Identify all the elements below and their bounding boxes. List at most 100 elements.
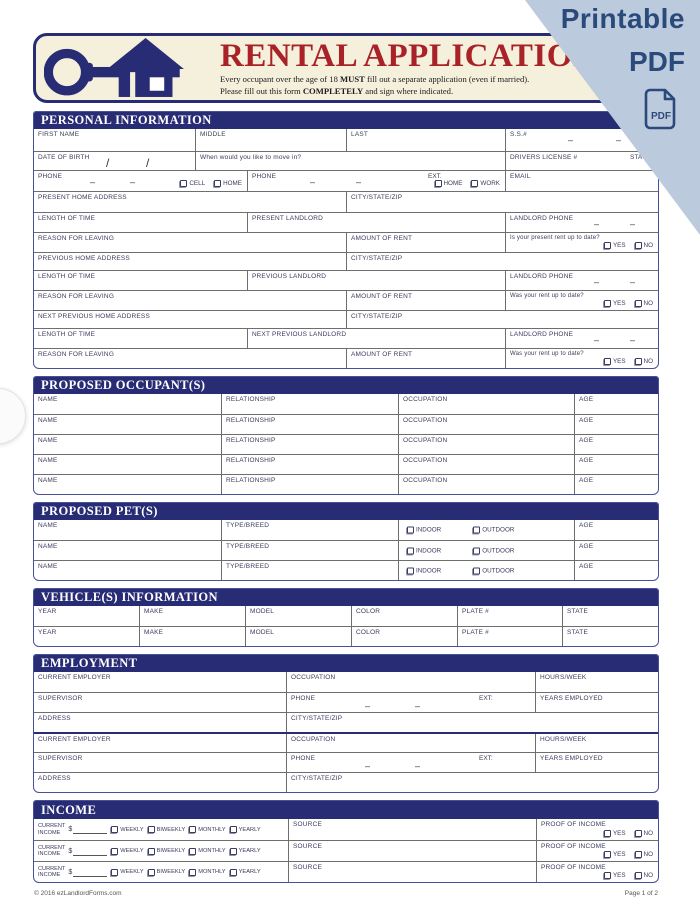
field-reason-for-leaving: REASON FOR LEAVING — [34, 291, 347, 310]
checkbox-no: NO — [634, 300, 653, 307]
checkbox-icon — [147, 868, 155, 876]
field-occupant-name: NAME — [34, 475, 222, 494]
field-source: SOURCE — [289, 862, 537, 882]
checkbox-yes: YES — [603, 242, 626, 249]
checkbox-icon — [407, 526, 414, 534]
checkbox-icon — [214, 180, 222, 187]
section-income: INCOME CURRENT INCOME $ WEEKLY BIWEEKLY M… — [33, 800, 659, 883]
field-proof-of-income: PROOF OF INCOME YES NO — [541, 864, 653, 879]
copyright-text: © 2016 ezLandlordForms.com — [34, 890, 122, 897]
prev-page-button[interactable] — [0, 388, 26, 444]
checkbox-weekly: WEEKLY — [111, 868, 144, 876]
field-proof-of-income: PROOF OF INCOME YES NO — [541, 821, 653, 837]
checkbox-icon — [111, 847, 119, 855]
field-current-income: CURRENT INCOME $ WEEKLY BIWEEKLY MONTHLY … — [34, 862, 289, 882]
field-type-breed: TYPE/BREED — [222, 520, 399, 540]
field-occupant-name: NAME — [34, 415, 222, 434]
checkbox-yearly: YEARLY — [229, 868, 261, 876]
field-relationship: RELATIONSHIP — [222, 475, 399, 494]
field-amount-of-rent: AMOUNT OF RENT — [347, 233, 506, 252]
checkbox-icon — [634, 300, 642, 307]
checkbox-yes: YES — [603, 872, 626, 879]
field-present-home-address: PRESENT HOME ADDRESS — [34, 192, 347, 212]
section-proposed-occupants: PROPOSED OCCUPANT(S) NAME RELATIONSHIP O… — [33, 376, 659, 495]
field-address: ADDRESS — [34, 713, 287, 732]
field-amount-of-rent: AMOUNT OF RENT — [347, 349, 506, 368]
section-personal-information: PERSONAL INFORMATION FIRST NAME MIDDLE L… — [33, 111, 659, 369]
checkbox-cell: CELL — [180, 180, 205, 187]
field-current-income: CURRENT INCOME $ WEEKLY BIWEEKLY MONTHLY … — [34, 841, 289, 861]
checkbox-icon — [471, 180, 479, 187]
field-year: YEAR — [34, 606, 140, 626]
checkbox-yes: YES — [603, 851, 626, 858]
pdf-file-icon[interactable]: PDF — [643, 88, 679, 130]
field-first-name: FIRST NAME — [34, 129, 196, 151]
field-relationship: RELATIONSHIP — [222, 394, 399, 414]
checkbox-outdoor: OUTDOOR — [473, 547, 514, 554]
field-pet-name: NAME — [34, 520, 222, 540]
field-drivers-license: DRIVERS LICENSE # STATE — [510, 154, 650, 161]
field-reason-for-leaving: REASON FOR LEAVING — [34, 233, 347, 252]
field-current-employer: CURRENT EMPLOYER — [34, 672, 287, 692]
table-row: REASON FOR LEAVING AMOUNT OF RENT Was yo… — [34, 348, 658, 368]
document-title: RENTAL APPLICATION — [220, 37, 598, 74]
field-present-landlord: PRESENT LANDLORD — [248, 213, 506, 232]
checkbox-icon — [634, 851, 642, 858]
document-footer: © 2016 ezLandlordForms.com Page 1 of 2 — [33, 890, 659, 897]
field-rent-up-to-date: Is your present rent up to date? YES NO — [510, 235, 653, 249]
checkbox-yearly: YEARLY — [229, 826, 261, 833]
field-next-previous-landlord: NEXT PREVIOUS LANDLORD — [248, 329, 506, 348]
field-address: ADDRESS — [34, 773, 287, 792]
checkbox-yes: YES — [603, 830, 626, 837]
field-relationship: RELATIONSHIP — [222, 415, 399, 434]
section-proposed-pets: PROPOSED PET(S) NAME TYPE/BREED INDOOR O… — [33, 502, 659, 581]
field-occupant-name: NAME — [34, 455, 222, 474]
checkbox-icon — [603, 872, 611, 879]
checkbox-monthly: MONTHLY — [189, 847, 226, 855]
checkbox-no: NO — [634, 872, 653, 879]
field-state: STATE — [567, 608, 588, 615]
checkbox-no: NO — [634, 358, 653, 365]
field-color: COLOR — [352, 627, 458, 646]
field-length-of-time: LENGTH OF TIME — [34, 329, 248, 348]
field-reason-for-leaving: REASON FOR LEAVING — [34, 349, 347, 368]
field-label: CURRENT INCOME — [38, 844, 66, 857]
checkbox-indoor: INDOOR — [407, 547, 441, 554]
checkbox-icon — [189, 826, 197, 833]
field-age: AGE — [579, 563, 594, 570]
field-phone: PHONE – – EXT: — [287, 753, 536, 772]
field-model: MODEL — [246, 606, 352, 626]
field-relationship: RELATIONSHIP — [222, 435, 399, 454]
field-age: AGE — [579, 396, 594, 403]
checkbox-icon — [147, 847, 155, 855]
field-age: AGE — [579, 477, 594, 484]
field-previous-home-address: PREVIOUS HOME ADDRESS — [34, 253, 347, 270]
svg-text:PDF: PDF — [651, 111, 671, 122]
checkbox-icon — [407, 547, 414, 554]
page-number: Page 1 of 2 — [624, 890, 658, 897]
checkbox-icon — [407, 567, 414, 574]
checkbox-indoor: INDOOR — [407, 526, 441, 534]
checkbox-icon — [111, 826, 119, 833]
amount-blank-line — [73, 847, 108, 856]
checkbox-home: HOME — [214, 180, 242, 187]
field-move-in-date: When would you like to move in? — [196, 152, 506, 170]
checkbox-icon — [473, 526, 481, 534]
checkbox-icon — [189, 868, 197, 876]
checkbox-icon — [603, 300, 611, 307]
field-landlord-phone: LANDLORD PHONE – – — [510, 273, 636, 287]
table-row: CURRENT EMPLOYER OCCUPATION HOURS/WEEK — [34, 732, 658, 752]
field-hours-week: HOURS/WEEK — [540, 674, 587, 681]
field-next-previous-home-address: NEXT PREVIOUS HOME ADDRESS — [34, 311, 347, 328]
field-phone-primary: PHONE – – CELL HOME — [34, 171, 248, 191]
table-row: DATE OF BIRTH / / When would you like to… — [34, 151, 658, 170]
field-date-of-birth: DATE OF BIRTH / / — [34, 152, 196, 170]
field-hours-week: HOURS/WEEK — [540, 736, 587, 743]
field-phone: PHONE – – EXT: — [287, 693, 536, 712]
field-age: AGE — [579, 522, 594, 529]
table-row: NAME RELATIONSHIP OCCUPATION AGE — [34, 414, 658, 434]
table-row: YEAR MAKE MODEL COLOR PLATE # STATE — [34, 626, 658, 646]
printable-label: Printable — [560, 3, 685, 34]
field-source: SOURCE — [289, 819, 537, 840]
field-occupant-name: NAME — [34, 435, 222, 454]
